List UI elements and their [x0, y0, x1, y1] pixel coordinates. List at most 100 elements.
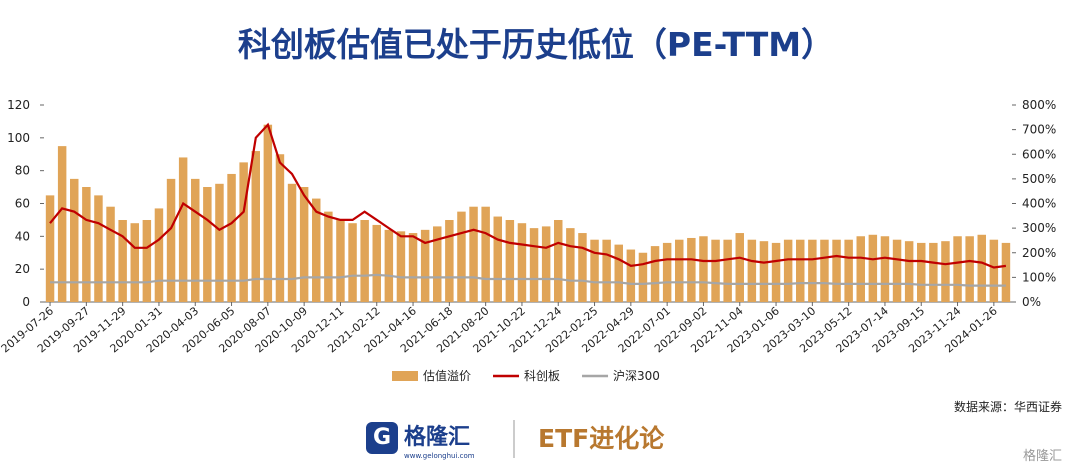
- bar: [251, 151, 260, 302]
- bar: [469, 206, 478, 302]
- y2-tick-label: 300%: [1022, 221, 1056, 235]
- bar: [590, 239, 599, 302]
- bar: [263, 124, 273, 302]
- bar: [541, 226, 551, 302]
- bar: [626, 249, 636, 302]
- y2-tick-label: 700%: [1022, 123, 1056, 137]
- bar: [699, 236, 708, 302]
- bar: [602, 239, 611, 302]
- y-tick-label: 20: [15, 262, 30, 276]
- bar: [118, 219, 127, 302]
- bar: [106, 206, 115, 302]
- bar: [227, 173, 236, 302]
- watermark: 格隆汇: [1023, 448, 1062, 464]
- bar: [82, 187, 91, 302]
- y2-tick-label: 400%: [1022, 197, 1056, 211]
- bar: [130, 223, 139, 302]
- bar: [904, 241, 914, 302]
- bar: [191, 178, 200, 302]
- legend-label: 沪深300: [613, 369, 660, 383]
- bar: [457, 211, 466, 302]
- bar: [832, 239, 841, 302]
- bar: [505, 219, 515, 302]
- bar: [820, 239, 829, 302]
- y2-tick-label: 0%: [1022, 295, 1041, 309]
- bar: [45, 195, 55, 302]
- y-tick-label: 40: [15, 229, 30, 243]
- bar: [614, 244, 623, 302]
- bar: [433, 226, 442, 302]
- brand-logo-mark: G: [373, 425, 391, 450]
- bar: [796, 239, 805, 302]
- bar: [384, 229, 394, 302]
- bar: [759, 241, 769, 302]
- bar: [336, 219, 345, 302]
- legend-label: 科创板: [524, 369, 560, 383]
- bar: [808, 239, 817, 302]
- bar: [312, 198, 321, 302]
- bar: [917, 242, 926, 302]
- bar: [554, 219, 563, 302]
- bar: [70, 178, 79, 302]
- bar: [493, 216, 502, 302]
- bar: [178, 157, 188, 302]
- bar: [529, 228, 539, 302]
- bar: [275, 154, 285, 302]
- bar: [324, 211, 333, 302]
- bar: [953, 236, 962, 302]
- bar: [965, 236, 974, 302]
- bar: [711, 239, 720, 302]
- bar: [783, 239, 793, 302]
- bar: [94, 195, 103, 302]
- bar: [771, 242, 781, 302]
- legend-label: 估值溢价: [423, 368, 471, 383]
- y-tick-label: 60: [15, 197, 30, 211]
- bar: [638, 252, 648, 302]
- bar: [687, 237, 696, 302]
- bar: [287, 183, 297, 302]
- bar: [481, 206, 490, 302]
- y2-tick-label: 200%: [1022, 246, 1056, 260]
- y-tick-label: 0: [22, 295, 30, 309]
- bar: [299, 187, 309, 302]
- y-tick-label: 120: [7, 98, 30, 112]
- bar: [941, 241, 950, 302]
- bar: [880, 236, 890, 302]
- bar: [892, 239, 902, 302]
- bar: [989, 239, 999, 302]
- bar: [1001, 242, 1011, 302]
- brand-name: 格隆汇: [404, 424, 470, 450]
- line: [49, 122, 1007, 269]
- bar: [747, 239, 757, 302]
- bar: [578, 233, 587, 302]
- bar: [723, 239, 732, 302]
- bar: [856, 236, 865, 302]
- bar: [215, 183, 224, 302]
- bar: [662, 242, 672, 302]
- bar: [735, 233, 744, 302]
- bar: [844, 239, 853, 302]
- bar: [408, 233, 418, 302]
- bar: [142, 219, 152, 302]
- bar: [445, 219, 454, 302]
- bar: [348, 223, 357, 302]
- brand-logo: [366, 422, 398, 454]
- y2-tick-label: 600%: [1022, 147, 1056, 161]
- y2-tick-label: 800%: [1022, 98, 1056, 112]
- y-tick-label: 80: [15, 164, 30, 178]
- bar: [239, 162, 248, 302]
- bar: [203, 187, 212, 302]
- bar: [57, 146, 67, 302]
- bar: [566, 228, 575, 302]
- bar: [517, 223, 527, 302]
- legend-swatch: [392, 371, 418, 381]
- slogan: ETF进化论: [538, 424, 665, 453]
- brand-url: www.gelonghui.com: [404, 452, 475, 460]
- bar: [396, 231, 406, 302]
- bar: [675, 239, 684, 302]
- bar: [420, 229, 430, 302]
- bar: [372, 224, 381, 302]
- chart-title: 科创板估值已处于历史低位（PE-TTM）: [238, 25, 834, 64]
